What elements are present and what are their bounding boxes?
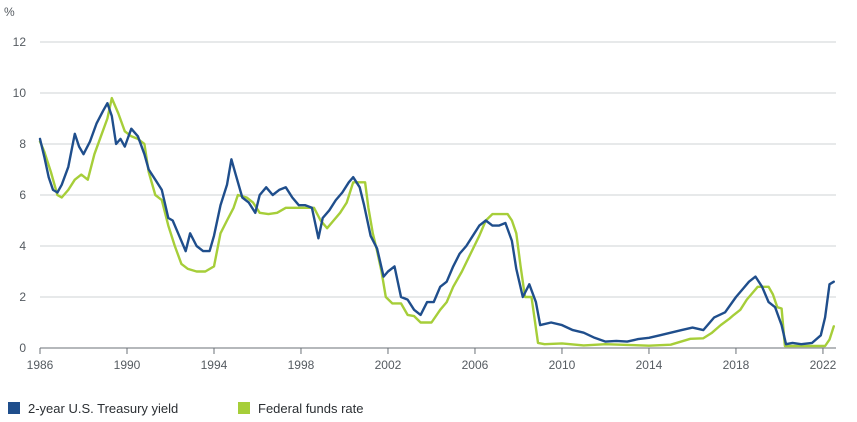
legend-item-treasury-yield: 2-year U.S. Treasury yield (8, 401, 178, 416)
x-tick-label: 2014 (636, 358, 663, 372)
x-tick-label: 1994 (201, 358, 228, 372)
y-tick-label: 8 (19, 137, 26, 151)
legend: 2-year U.S. Treasury yield Federal funds … (8, 401, 364, 416)
series-lines (38, 96, 835, 348)
legend-label: Federal funds rate (258, 401, 364, 416)
legend-swatch (8, 402, 20, 414)
y-axis-tick-labels: 0 2 4 6 8 10 12 (13, 35, 27, 355)
y-tick-label: 12 (13, 35, 27, 49)
gridlines (40, 41, 836, 298)
y-tick-label: 4 (19, 239, 26, 253)
y-tick-label: 0 (19, 341, 26, 355)
x-tick-label: 1990 (114, 358, 141, 372)
x-tick-label: 2022 (810, 358, 837, 372)
legend-label: 2-year U.S. Treasury yield (28, 401, 178, 416)
y-tick-label: 10 (13, 86, 27, 100)
x-tick-label: 2002 (375, 358, 402, 372)
y-tick-label: 2 (19, 290, 26, 304)
x-tick-label: 2018 (723, 358, 750, 372)
y-axis-unit-label: % (4, 5, 15, 19)
legend-swatch (238, 402, 250, 414)
x-tick-label: 2006 (462, 358, 489, 372)
x-tick-label: 2010 (549, 358, 576, 372)
x-axis: 1986 1990 1994 1998 2002 2006 2010 2014 2018 2022 (27, 347, 837, 372)
x-tick-label: 1998 (288, 358, 315, 372)
series-line-fed-funds-rate (38, 96, 835, 348)
y-tick-label: 6 (19, 188, 26, 202)
legend-item-fed-funds-rate: Federal funds rate (238, 401, 364, 416)
x-tick-label: 1986 (27, 358, 54, 372)
series-line-treasury-yield (38, 101, 835, 346)
